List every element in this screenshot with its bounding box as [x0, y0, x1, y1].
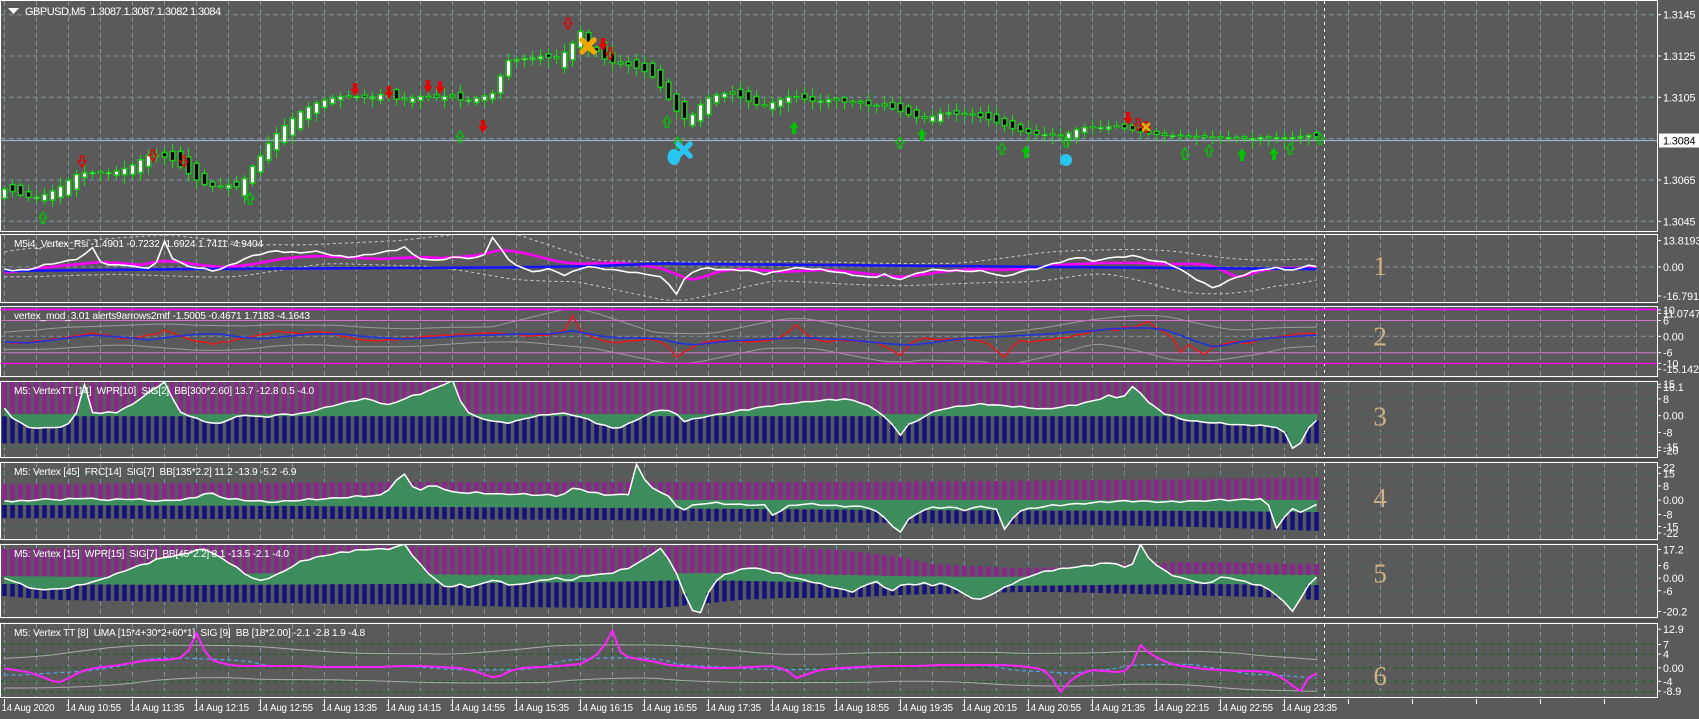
svg-text:3: 3	[1373, 402, 1386, 432]
svg-text:14 Aug 13:35: 14 Aug 13:35	[322, 703, 378, 714]
svg-text:14 Aug 18:55: 14 Aug 18:55	[834, 703, 890, 714]
svg-text:10: 10	[1663, 305, 1675, 317]
svg-text:1.3145: 1.3145	[1663, 10, 1696, 22]
svg-text:14 Aug 12:55: 14 Aug 12:55	[258, 703, 314, 714]
svg-text:14 Aug 11:35: 14 Aug 11:35	[130, 703, 185, 714]
svg-text:-20.2: -20.2	[1663, 607, 1687, 619]
svg-text:vertex_mod_3.01 alerts9arrows2: vertex_mod_3.01 alerts9arrows2mtf -1.500…	[14, 311, 310, 322]
svg-text:0.00: 0.00	[1663, 663, 1684, 675]
svg-text:1.3084: 1.3084	[1663, 136, 1696, 148]
svg-text:14 Aug 17:35: 14 Aug 17:35	[706, 703, 762, 714]
svg-text:-8: -8	[1663, 428, 1672, 440]
svg-text:1.3065: 1.3065	[1663, 175, 1696, 187]
svg-text:8: 8	[1663, 481, 1669, 493]
svg-text:-22: -22	[1663, 528, 1678, 540]
svg-text:8: 8	[1663, 394, 1669, 406]
svg-text:M5: Vertex [45] FRC[14] SIG[: M5: Vertex [45] FRC[14] SIG[7] BB[135*2.…	[14, 467, 297, 478]
svg-text:M5: VertexTT [14] WPR[10] SI: M5: VertexTT [14] WPR[10] SIG[2] BB[300*…	[14, 386, 314, 397]
svg-text:M5: Vertex TT [8] UMA [15*4+3: M5: Vertex TT [8] UMA [15*4+30*2+60*1] S…	[14, 628, 365, 639]
svg-text:1: 1	[1373, 251, 1386, 281]
svg-text:6: 6	[1663, 316, 1669, 328]
svg-text:-15: -15	[1663, 442, 1678, 454]
svg-text:4: 4	[1663, 649, 1669, 661]
svg-text:GBPUSD,M5 1.3087 1.3087 1.308: GBPUSD,M5 1.3087 1.3087 1.3082 1.3084	[25, 6, 221, 18]
svg-text:-10: -10	[1663, 358, 1678, 370]
svg-text:6: 6	[1663, 561, 1669, 573]
svg-text:12.9: 12.9	[1663, 624, 1684, 636]
svg-text:-8.9: -8.9	[1663, 686, 1681, 698]
svg-text:14 Aug 14:15: 14 Aug 14:15	[386, 703, 442, 714]
svg-text:15: 15	[1663, 468, 1675, 480]
svg-text:14 Aug 2020: 14 Aug 2020	[2, 703, 56, 714]
svg-text:0.00: 0.00	[1663, 411, 1684, 423]
svg-text:14 Aug 23:35: 14 Aug 23:35	[1282, 703, 1338, 714]
svg-text:14 Aug 12:15: 14 Aug 12:15	[194, 703, 250, 714]
svg-text:14 Aug 22:15: 14 Aug 22:15	[1154, 703, 1210, 714]
svg-text:15: 15	[1663, 379, 1675, 391]
svg-text:5: 5	[1373, 559, 1386, 589]
svg-text:-4: -4	[1663, 676, 1672, 688]
svg-text:14 Aug 18:15: 14 Aug 18:15	[770, 703, 826, 714]
svg-text:-20: -20	[1663, 446, 1678, 458]
svg-text:M5: Vertex [15] WPR[15] SIG[: M5: Vertex [15] WPR[15] SIG[7] BB[45*2.2…	[14, 549, 289, 560]
svg-text:14 Aug 15:35: 14 Aug 15:35	[514, 703, 570, 714]
svg-text:14 Aug 10:55: 14 Aug 10:55	[66, 703, 122, 714]
svg-text:-15.1428: -15.1428	[1663, 364, 1699, 376]
svg-text:1.3045: 1.3045	[1663, 216, 1696, 228]
svg-text:16.1: 16.1	[1663, 382, 1684, 394]
svg-text:14 Aug 22:55: 14 Aug 22:55	[1218, 703, 1274, 714]
svg-text:-6: -6	[1663, 348, 1672, 360]
svg-text:M5i4_Vertex_Rsi -1.4901 -0.723: M5i4_Vertex_Rsi -1.4901 -0.7232 -1.6924 …	[14, 239, 264, 250]
svg-text:11.0747: 11.0747	[1663, 309, 1699, 321]
svg-text:22: 22	[1663, 463, 1675, 475]
svg-text:14 Aug 20:55: 14 Aug 20:55	[1026, 703, 1082, 714]
svg-text:1.3105: 1.3105	[1663, 92, 1696, 104]
svg-text:7: 7	[1663, 640, 1669, 652]
svg-text:4: 4	[1373, 483, 1387, 513]
svg-text:-16.7919: -16.7919	[1663, 291, 1699, 303]
svg-text:14 Aug 21:35: 14 Aug 21:35	[1090, 703, 1146, 714]
svg-text:6: 6	[1373, 661, 1386, 691]
svg-text:0.00: 0.00	[1663, 573, 1684, 585]
svg-text:17.2: 17.2	[1663, 545, 1684, 557]
svg-text:-6: -6	[1663, 586, 1672, 598]
svg-text:1.3125: 1.3125	[1663, 51, 1696, 63]
svg-text:2: 2	[1373, 322, 1386, 352]
svg-text:14 Aug 14:55: 14 Aug 14:55	[450, 703, 506, 714]
svg-text:14 Aug 16:55: 14 Aug 16:55	[642, 703, 698, 714]
svg-text:14 Aug 19:35: 14 Aug 19:35	[898, 703, 954, 714]
svg-text:-15: -15	[1663, 522, 1678, 534]
svg-text:-8: -8	[1663, 509, 1672, 521]
svg-text:13.8193: 13.8193	[1663, 236, 1699, 248]
svg-text:0.00: 0.00	[1663, 262, 1684, 274]
svg-text:14 Aug 20:15: 14 Aug 20:15	[962, 703, 1018, 714]
svg-text:0.00: 0.00	[1663, 331, 1684, 343]
svg-text:0.00: 0.00	[1663, 495, 1684, 507]
svg-text:14 Aug 16:15: 14 Aug 16:15	[578, 703, 634, 714]
